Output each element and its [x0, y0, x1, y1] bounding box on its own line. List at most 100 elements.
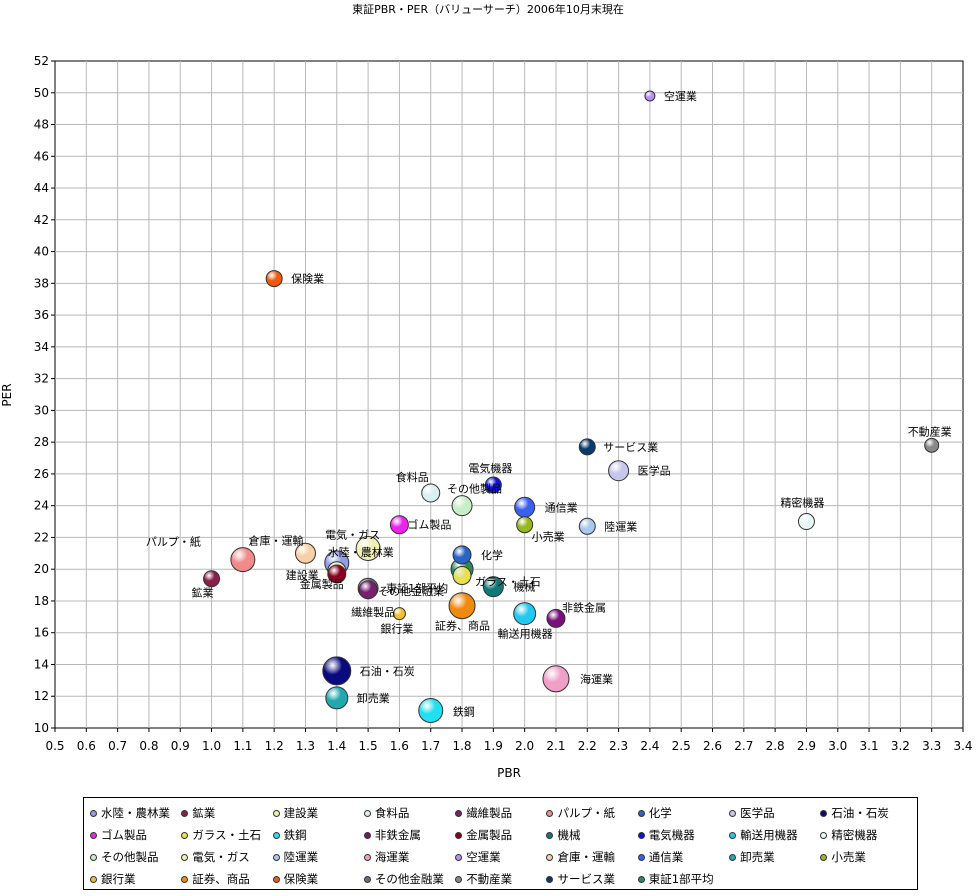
- legend-swatch: [820, 831, 828, 839]
- legend-item: パルプ・紙: [546, 802, 637, 824]
- data-point: [546, 608, 566, 628]
- legend-item: 化学: [637, 802, 729, 824]
- data-point: [482, 576, 504, 598]
- point-label: パルプ・紙: [146, 535, 201, 549]
- legend-item: 鉄鋼: [272, 824, 364, 846]
- point-label: その他金融業: [378, 584, 444, 598]
- legend-swatch: [455, 809, 463, 817]
- x-tick-label: 1.3: [296, 739, 315, 753]
- legend-label: 陸運業: [283, 850, 319, 864]
- data-point: [924, 437, 940, 453]
- legend-swatch: [363, 875, 371, 883]
- x-tick-label: 2.8: [766, 739, 785, 753]
- legend-swatch: [181, 831, 189, 839]
- legend-label: 非鉄金属: [374, 828, 421, 842]
- point-label: 機械: [513, 580, 535, 594]
- legend-label: 医学品: [740, 806, 775, 820]
- y-tick-label: 34: [34, 340, 49, 354]
- x-tick-label: 2.7: [734, 739, 753, 753]
- y-tick-label: 30: [34, 403, 49, 417]
- legend-item: 陸運業: [272, 846, 364, 868]
- legend-item: 銀行業: [90, 868, 181, 890]
- point-label: その他製品: [447, 482, 502, 496]
- x-tick-label: 2.3: [609, 739, 628, 753]
- x-tick-label: 2.5: [672, 739, 691, 753]
- data-point: [203, 570, 221, 588]
- legend-label: 石油・石炭: [831, 806, 889, 820]
- legend-swatch: [455, 853, 463, 861]
- legend-swatch: [90, 853, 97, 861]
- data-point: [389, 515, 409, 535]
- data-point: [578, 438, 596, 456]
- y-tick-label: 50: [34, 86, 49, 100]
- point-label: ガラス・土石: [475, 576, 541, 589]
- data-point: [265, 270, 283, 288]
- data-point: [358, 580, 378, 600]
- point-label: 電気機器: [468, 461, 512, 475]
- point-label: 鉱業: [192, 586, 214, 600]
- data-point: [325, 686, 349, 710]
- legend-item: 輸送用機器: [729, 824, 820, 846]
- point-label: 非鉄金属: [562, 600, 606, 614]
- x-tick-label: 0.8: [139, 739, 158, 753]
- legend-swatch: [729, 831, 737, 839]
- legend-label: 鉄鋼: [283, 828, 307, 842]
- y-axis-label: PER: [0, 383, 14, 406]
- legend-swatch: [729, 853, 737, 861]
- x-tick-label: 1.1: [233, 739, 252, 753]
- data-point: [513, 602, 537, 626]
- y-tick-label: 10: [34, 721, 49, 735]
- data-point: [516, 516, 534, 534]
- legend-swatch: [546, 853, 554, 861]
- legend-label: 水陸・農林業: [101, 806, 170, 820]
- y-tick-label: 36: [34, 308, 49, 322]
- legend-item: 通信業: [637, 846, 729, 868]
- y-tick-label: 26: [34, 467, 49, 481]
- point-label: 繊維製品: [351, 605, 395, 619]
- legend-label: その他金融業: [374, 872, 444, 886]
- y-tick-label: 38: [34, 276, 49, 290]
- x-tick-label: 2.6: [703, 739, 722, 753]
- x-tick-label: 1.5: [359, 739, 378, 753]
- legend-swatch: [455, 875, 463, 883]
- point-label: 通信業: [545, 501, 578, 514]
- x-tick-label: 1.4: [327, 739, 346, 753]
- point-label: 銀行業: [380, 622, 413, 636]
- data-point: [448, 592, 476, 620]
- y-tick-label: 40: [34, 245, 49, 259]
- y-tick-label: 32: [34, 372, 49, 386]
- x-tick-label: 3.4: [953, 739, 972, 753]
- data-point: [452, 545, 472, 565]
- point-label: 海運業: [580, 672, 613, 686]
- x-tick-label: 2.4: [640, 739, 659, 753]
- legend-item: 保険業: [272, 868, 364, 890]
- legend-label: ガラス・土石: [192, 828, 262, 842]
- legend-label: 通信業: [648, 850, 684, 864]
- legend-swatch: [546, 875, 554, 883]
- legend-swatch: [637, 809, 645, 817]
- legend-label: 電気・ガス: [192, 850, 250, 864]
- legend-label: 海運業: [374, 850, 410, 864]
- data-point: [514, 496, 536, 518]
- legend-item: ガラス・土石: [181, 824, 272, 846]
- legend-swatch: [90, 831, 97, 839]
- point-label: 輸送用機器: [498, 627, 553, 641]
- x-tick-label: 1.0: [202, 739, 221, 753]
- legend-item: その他製品: [90, 846, 181, 868]
- x-tick-label: 3.2: [891, 739, 910, 753]
- legend-label: 東証1部平均: [648, 872, 714, 886]
- legend-label: 卸売業: [740, 850, 775, 864]
- legend-swatch: [272, 831, 280, 839]
- legend-swatch: [820, 809, 828, 817]
- legend-label: 輸送用機器: [740, 828, 798, 842]
- point-label: ゴム製品: [407, 518, 451, 532]
- legend-item: 海運業: [363, 846, 455, 868]
- x-tick-label: 2.9: [797, 739, 816, 753]
- legend-swatch: [272, 809, 280, 817]
- y-tick-label: 20: [34, 562, 49, 576]
- legend-swatch: [272, 875, 280, 883]
- legend-label: その他製品: [101, 850, 159, 864]
- x-tick-label: 1.6: [390, 739, 409, 753]
- y-tick-label: 12: [34, 689, 49, 703]
